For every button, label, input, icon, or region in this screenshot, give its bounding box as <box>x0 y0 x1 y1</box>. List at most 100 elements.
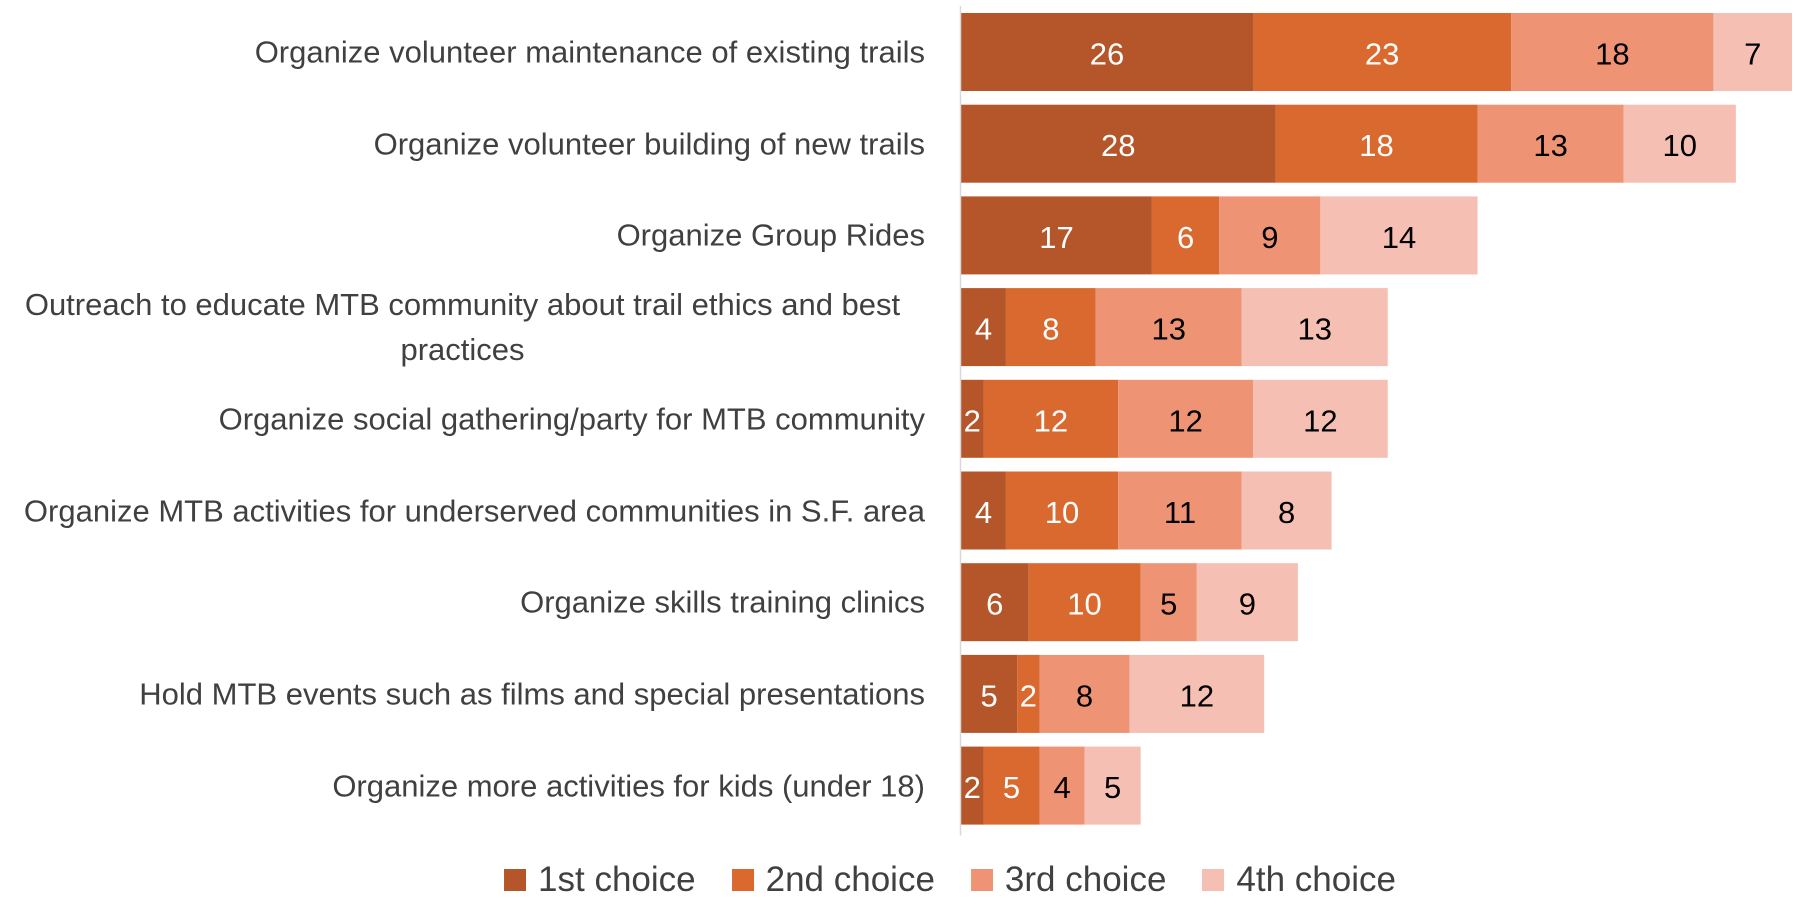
bar-segment <box>983 746 1040 825</box>
data-label: 10 <box>1662 128 1696 163</box>
category-text: Organize social gathering/party for MTB … <box>218 401 925 437</box>
category-text: Organize skills training clinics <box>520 584 925 620</box>
bar-segment <box>1241 471 1332 550</box>
data-label: 12 <box>1034 403 1068 438</box>
bar-segment <box>1005 471 1119 550</box>
category-text: Organize volunteer maintenance of existi… <box>254 34 925 70</box>
bar-segment <box>1129 654 1265 733</box>
category-label: Organize volunteer maintenance of existi… <box>0 30 925 75</box>
data-label: 17 <box>1039 220 1073 255</box>
category-label: Hold MTB events such as films and specia… <box>0 671 925 716</box>
bar-segment <box>1140 563 1197 642</box>
category-label: Organize skills training clinics <box>0 580 925 625</box>
bar-segment <box>1320 196 1478 275</box>
bar-segment <box>1252 13 1512 91</box>
category-text: Organize Group Rides <box>616 217 925 253</box>
data-label: 2 <box>1020 678 1037 713</box>
data-label: 5 <box>1160 587 1177 622</box>
bar-segment <box>1039 746 1085 825</box>
bar-segment <box>1511 13 1714 91</box>
bar-segment <box>961 746 984 825</box>
legend-label: 1st choice <box>538 860 696 899</box>
category-label: Outreach to educate MTB community about … <box>0 282 925 372</box>
bar-segment <box>1017 654 1040 733</box>
category-text: Hold MTB events such as films and specia… <box>139 676 925 712</box>
data-label: 6 <box>1177 220 1194 255</box>
legend-item: 2nd choice <box>731 860 935 900</box>
data-label: 10 <box>1067 587 1101 622</box>
bar-segment <box>961 654 1018 733</box>
data-label: 2 <box>964 770 981 805</box>
data-label: 7 <box>1744 37 1761 72</box>
bar-segment <box>1252 379 1388 458</box>
bar-segment <box>961 196 1152 275</box>
data-label: 2 <box>964 403 981 438</box>
data-label: 12 <box>1180 678 1214 713</box>
data-label: 8 <box>1278 495 1295 530</box>
legend-item: 4th choice <box>1202 860 1396 900</box>
data-label: 26 <box>1090 37 1124 72</box>
bar-segment <box>1151 196 1220 275</box>
legend-label: 2nd choice <box>765 860 935 899</box>
legend-swatch <box>731 869 754 891</box>
bar-segment <box>1028 563 1141 642</box>
data-label: 13 <box>1298 312 1332 347</box>
bar-segment <box>961 563 1029 642</box>
data-label: 18 <box>1359 128 1393 163</box>
bar-segment <box>961 471 1006 550</box>
data-label: 10 <box>1045 495 1079 530</box>
bar-segment <box>1275 104 1478 183</box>
legend-swatch <box>970 869 993 891</box>
data-label: 12 <box>1303 403 1337 438</box>
category-text: Organize MTB activities for underserved … <box>23 493 925 528</box>
legend-swatch <box>504 869 527 891</box>
category-label: Organize volunteer building of new trail… <box>0 121 925 166</box>
legend-label: 4th choice <box>1236 860 1396 899</box>
bar-segment <box>1241 288 1388 367</box>
bar-segment <box>1477 104 1624 183</box>
data-label: 9 <box>1239 587 1256 622</box>
data-label: 6 <box>986 587 1003 622</box>
legend-item: 1st choice <box>504 860 696 900</box>
category-label: Organize social gathering/party for MTB … <box>0 396 925 441</box>
data-label: 14 <box>1382 220 1416 255</box>
data-label: 23 <box>1365 37 1399 72</box>
bar-segment <box>1623 104 1736 183</box>
data-label: 9 <box>1261 220 1278 255</box>
category-label: Organize more activities for kids (under… <box>0 763 925 808</box>
data-label: 13 <box>1152 312 1186 347</box>
bar-segment <box>1118 379 1253 458</box>
data-label: 8 <box>1042 312 1059 347</box>
category-text: Organize more activities for kids (under… <box>332 768 925 804</box>
data-label: 5 <box>980 678 997 713</box>
bar-segment <box>961 13 1253 91</box>
bar-segment <box>1118 471 1242 550</box>
bar-segment <box>1005 288 1096 367</box>
data-label: 5 <box>1003 770 1020 805</box>
bar-segment <box>961 104 1276 183</box>
data-label: 4 <box>975 312 992 347</box>
bar-segment <box>1084 746 1141 825</box>
legend-swatch <box>1202 869 1225 891</box>
data-label: 11 <box>1164 495 1196 530</box>
category-label: Organize Group Rides <box>0 213 925 258</box>
bar-segment <box>961 288 1006 367</box>
category-text: Outreach to educate MTB community about … <box>24 287 901 368</box>
bar-segment <box>1713 13 1793 91</box>
bar-segment <box>983 379 1119 458</box>
bar-segment <box>961 379 984 458</box>
bar-segment <box>1219 196 1321 275</box>
data-label: 28 <box>1101 128 1135 163</box>
bar-segment <box>1095 288 1242 367</box>
data-label: 18 <box>1595 37 1629 72</box>
legend-item: 3rd choice <box>970 860 1166 900</box>
category-label: Organize MTB activities for underserved … <box>0 488 925 533</box>
data-label: 13 <box>1533 128 1567 163</box>
bar-segment <box>1196 563 1298 642</box>
category-text: Organize volunteer building of new trail… <box>373 126 925 162</box>
bar-segment <box>1039 654 1130 733</box>
data-label: 4 <box>1053 770 1070 805</box>
data-label: 5 <box>1104 770 1121 805</box>
data-label: 4 <box>975 495 992 530</box>
